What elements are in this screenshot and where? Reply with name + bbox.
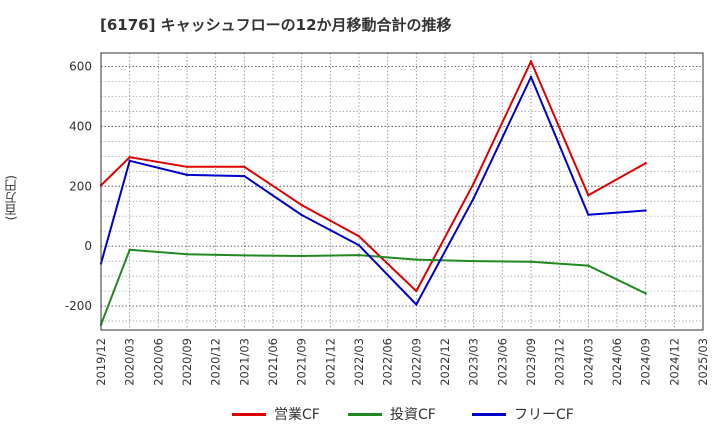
data-point (185, 253, 189, 256)
y-tick-label: -200 (65, 299, 92, 313)
x-tick-label: 2020/06 (151, 338, 165, 386)
plot-area (101, 53, 703, 330)
x-tick-label: 2020/12 (209, 338, 223, 386)
legend-swatch (232, 412, 266, 416)
x-tick-label: 2021/09 (295, 338, 309, 386)
legend-swatch (472, 412, 506, 416)
x-tick-label: 2020/09 (180, 338, 194, 386)
x-tick-label: 2022/12 (438, 338, 452, 386)
data-point (300, 203, 303, 207)
x-tick-label: 2023/12 (553, 338, 567, 386)
data-point (243, 165, 246, 168)
x-tick-label: 2022/09 (409, 338, 423, 386)
x-tick-label: 2021/06 (266, 338, 280, 386)
chart-title: [6176] キャッシュフローの12か月移動合計の推移 (100, 16, 452, 34)
y-tick-label: 600 (69, 59, 92, 73)
data-point (243, 174, 246, 178)
data-point (357, 244, 361, 247)
axes: -200 0 200 400 600 2019/12 2020/03 2020/06 2020/… (65, 59, 710, 385)
y-tick-label: 400 (69, 119, 92, 133)
data-point (644, 209, 647, 212)
data-point (357, 253, 361, 257)
data-point (529, 260, 533, 263)
data-point (472, 259, 475, 263)
data-point (243, 254, 246, 257)
x-tick-label: 2024/12 (667, 338, 681, 386)
data-point (472, 197, 475, 200)
x-tick-label: 2023/03 (467, 338, 481, 386)
data-point (300, 254, 303, 258)
data-point (472, 182, 475, 185)
data-point (128, 248, 131, 251)
data-point (529, 60, 533, 63)
x-tick-label: 2022/03 (352, 338, 366, 386)
x-tick-label: 2024/09 (639, 338, 653, 386)
legend-label: フリーCF (514, 407, 574, 423)
data-point (644, 162, 647, 165)
legend-item: フリーCF (472, 404, 574, 424)
x-tick-label: 2023/09 (524, 338, 538, 386)
legend-label: 投資CF (390, 407, 436, 423)
series (99, 60, 647, 326)
data-point (415, 289, 418, 293)
x-tick-label: 2021/12 (323, 338, 337, 386)
x-tick-label: 2022/06 (381, 338, 395, 386)
data-point (357, 235, 361, 238)
x-tick-label: 2024/03 (581, 338, 595, 386)
legend-label: 営業CF (274, 407, 320, 423)
data-point (644, 292, 647, 295)
x-tick-label: 2025/03 (696, 338, 710, 386)
data-point (415, 303, 418, 306)
data-point (300, 213, 303, 217)
plot-border (100, 52, 704, 331)
data-point (185, 173, 189, 177)
data-point (128, 159, 131, 163)
data-point (185, 165, 189, 168)
data-point (128, 156, 131, 159)
data-point (587, 213, 590, 216)
x-tick-label: 2021/03 (237, 338, 251, 386)
x-tick-label: 2023/06 (495, 338, 509, 386)
legend-item: 営業CF (232, 404, 320, 424)
x-tick-label: 2020/03 (123, 338, 137, 386)
x-tick-label: 2019/12 (94, 338, 108, 386)
data-point (587, 194, 590, 197)
x-tick-label: 2024/06 (610, 338, 624, 386)
y-tick-label: 200 (69, 179, 92, 193)
legend-item: 投資CF (348, 404, 436, 424)
data-point (587, 264, 590, 267)
legend-swatch (348, 412, 382, 416)
data-point (529, 75, 533, 79)
data-point (415, 258, 418, 261)
y-tick-label: 0 (84, 239, 92, 253)
legend: 営業CF 投資CF フリーCF (0, 404, 720, 426)
